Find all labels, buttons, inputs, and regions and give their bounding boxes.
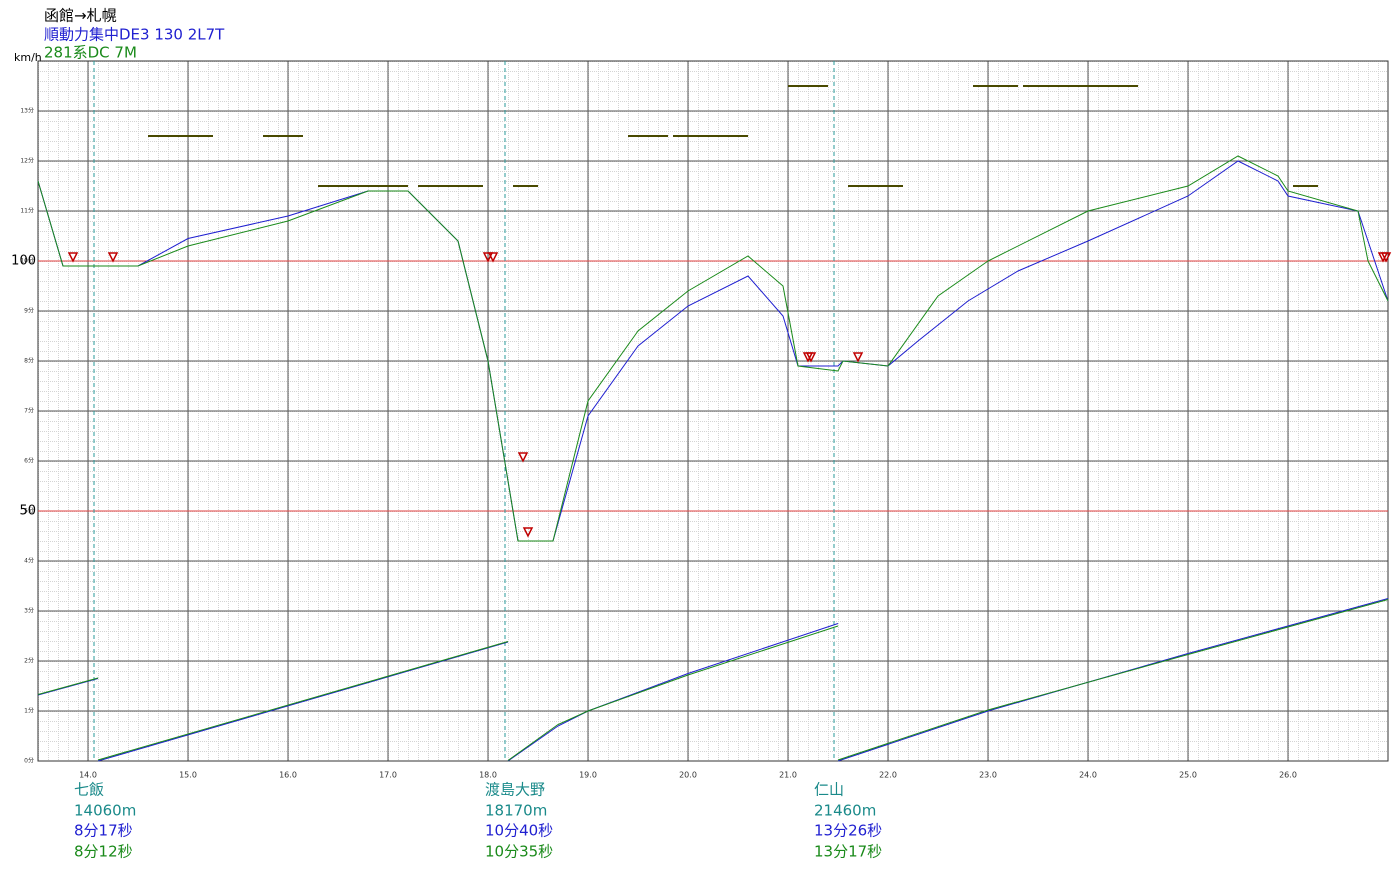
x-tick-label: 20.0 xyxy=(679,771,697,780)
station-distance: 14060m xyxy=(74,802,136,820)
y-tick-label: 12分 xyxy=(20,157,34,165)
y-tick-label: 8分 xyxy=(24,357,34,365)
x-tick-label: 16.0 xyxy=(279,771,297,780)
y-tick-label: 13分 xyxy=(20,107,34,115)
y-tick-label: 9分 xyxy=(24,307,34,315)
y-tick-label: 1分 xyxy=(24,707,34,715)
station-distance: 21460m xyxy=(814,802,876,820)
x-tick-label: 24.0 xyxy=(1079,771,1097,780)
speed-marker xyxy=(482,252,494,263)
y-tick-label: 6分 xyxy=(24,457,34,465)
station-time-2: 8分12秒 xyxy=(74,843,133,861)
speed-marker xyxy=(107,252,119,263)
x-tick-label: 15.0 xyxy=(179,771,197,780)
x-tick-label: 21.0 xyxy=(779,771,797,780)
station-name: 七飯 xyxy=(74,781,104,799)
speed-marker xyxy=(805,352,817,363)
speed-marker xyxy=(1380,252,1392,263)
x-tick-label: 23.0 xyxy=(979,771,997,780)
time-curve xyxy=(37,599,1389,761)
y-tick-label: 10分 xyxy=(20,257,34,265)
speed-marker xyxy=(487,252,499,263)
station-time-2: 13分17秒 xyxy=(814,843,882,861)
legend-entry: 順動力集中DE3 130 2L7T xyxy=(44,26,225,44)
station-time-2: 10分35秒 xyxy=(485,843,553,861)
x-tick-label: 22.0 xyxy=(879,771,897,780)
station-name: 渡島大野 xyxy=(485,781,545,799)
reference-label: 100 xyxy=(11,254,36,269)
y-tick-label: 11分 xyxy=(20,207,34,215)
y-tick-label: 5分 xyxy=(24,507,34,515)
x-tick-label: 19.0 xyxy=(579,771,597,780)
station-time-1: 13分26秒 xyxy=(814,822,882,840)
station-time-1: 8分17秒 xyxy=(74,822,133,840)
x-tick-label: 17.0 xyxy=(379,771,397,780)
x-tick-label: 26.0 xyxy=(1279,771,1297,780)
station-name: 仁山 xyxy=(814,781,844,799)
y-tick-label: 3分 xyxy=(24,607,34,615)
speed-marker xyxy=(852,352,864,363)
y-tick-label: 0分 xyxy=(24,757,34,765)
y-tick-label: 7分 xyxy=(24,407,34,415)
plot-frame xyxy=(37,60,1389,762)
legend-entry: 281系DC 7M xyxy=(44,44,137,62)
speed-marker xyxy=(522,527,534,538)
station-time-1: 10分40秒 xyxy=(485,822,553,840)
reference-label: 50 xyxy=(19,504,36,519)
x-tick-label: 25.0 xyxy=(1179,771,1197,780)
station-distance: 18170m xyxy=(485,802,547,820)
x-tick-label: 14.0 xyxy=(79,771,97,780)
speed-marker xyxy=(67,252,79,263)
speed-marker xyxy=(517,452,529,463)
y-tick-label: 4分 xyxy=(24,557,34,565)
y-axis-unit: km/h xyxy=(14,51,42,64)
x-tick-label: 18.0 xyxy=(479,771,497,780)
speed-curve xyxy=(37,155,1389,542)
y-tick-label: 2分 xyxy=(24,657,34,665)
chart-title: 函館→札幌 xyxy=(44,7,117,25)
